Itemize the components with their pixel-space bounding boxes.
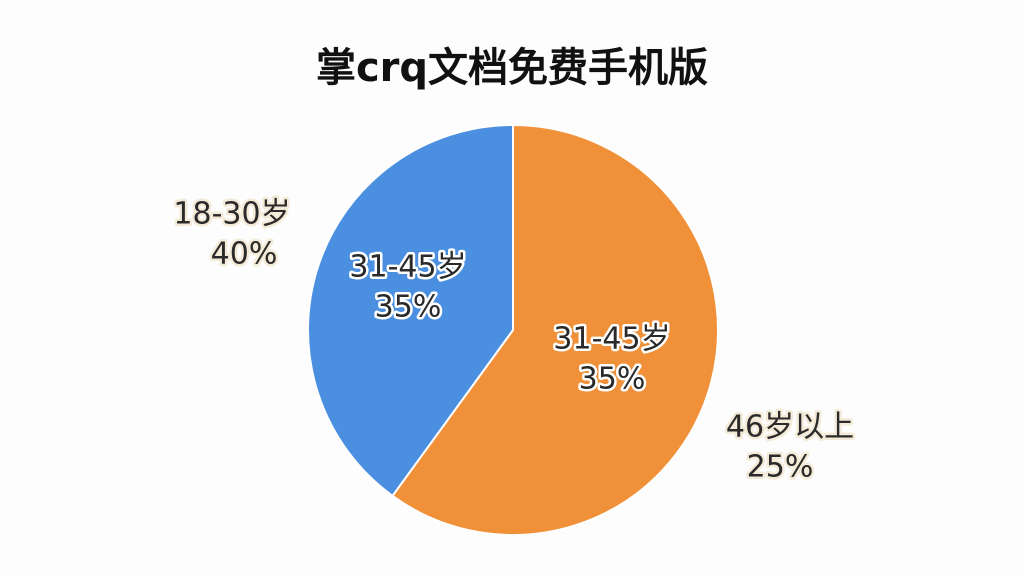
pie-slice <box>307 123 514 498</box>
slice-label: 31-45岁 <box>349 250 466 285</box>
slice-label: 31-45岁 <box>553 322 670 357</box>
pie-slice <box>391 123 719 536</box>
slice-percent: 40% <box>211 237 278 272</box>
slice-label: 46岁以上 <box>726 410 854 445</box>
slice-label: 18-30岁 <box>173 197 290 232</box>
slice-percent: 35% <box>375 290 442 325</box>
chart-title: 掌crq文档免费手机版 <box>316 45 708 91</box>
slice-percent: 35% <box>579 362 646 397</box>
slice-percent: 25% <box>747 450 814 485</box>
